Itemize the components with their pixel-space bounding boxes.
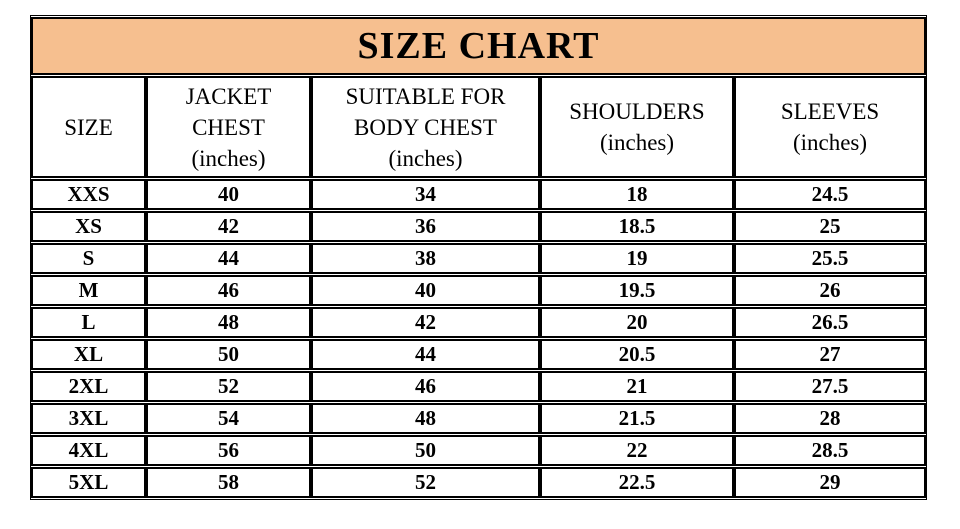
table-row: XS 42 36 18.5 25: [31, 211, 927, 242]
table-row: XXS 40 34 18 24.5: [31, 179, 927, 210]
measurement-cell: 21.5: [540, 403, 734, 434]
table-row: S 44 38 19 25.5: [31, 243, 927, 274]
measurement-cell: 24.5: [734, 179, 927, 210]
measurement-cell: 26: [734, 275, 927, 306]
column-header: SLEEVES (inches): [734, 76, 927, 178]
size-label-cell: XL: [31, 339, 146, 370]
measurement-cell: 44: [146, 243, 311, 274]
measurement-cell: 52: [146, 371, 311, 402]
title-row: SIZE CHART: [31, 17, 927, 75]
measurement-cell: 50: [311, 435, 540, 466]
table-row: 2XL 52 46 21 27.5: [31, 371, 927, 402]
column-header: SUITABLE FOR BODY CHEST (inches): [311, 76, 540, 178]
measurement-cell: 22.5: [540, 467, 734, 498]
measurement-cell: 27.5: [734, 371, 927, 402]
measurement-cell: 36: [311, 211, 540, 242]
size-label-cell: L: [31, 307, 146, 338]
size-label-cell: 3XL: [31, 403, 146, 434]
measurement-cell: 28: [734, 403, 927, 434]
column-header: JACKET CHEST (inches): [146, 76, 311, 178]
measurement-cell: 52: [311, 467, 540, 498]
table-row: 4XL 56 50 22 28.5: [31, 435, 927, 466]
table-row: M 46 40 19.5 26: [31, 275, 927, 306]
measurement-cell: 44: [311, 339, 540, 370]
measurement-cell: 50: [146, 339, 311, 370]
measurement-cell: 46: [146, 275, 311, 306]
measurement-cell: 38: [311, 243, 540, 274]
measurement-cell: 25: [734, 211, 927, 242]
measurement-cell: 20: [540, 307, 734, 338]
measurement-cell: 56: [146, 435, 311, 466]
size-label-cell: 5XL: [31, 467, 146, 498]
measurement-cell: 48: [146, 307, 311, 338]
measurement-cell: 27: [734, 339, 927, 370]
chart-title: SIZE CHART: [31, 17, 927, 75]
measurement-cell: 58: [146, 467, 311, 498]
measurement-cell: 34: [311, 179, 540, 210]
page: SIZE CHART SIZE JACKET CHEST (inches) SUIT…: [30, 15, 928, 500]
table-row: L 48 42 20 26.5: [31, 307, 927, 338]
measurement-cell: 40: [146, 179, 311, 210]
size-label-cell: M: [31, 275, 146, 306]
measurement-cell: 20.5: [540, 339, 734, 370]
column-header: SHOULDERS (inches): [540, 76, 734, 178]
measurement-cell: 42: [146, 211, 311, 242]
measurement-cell: 42: [311, 307, 540, 338]
measurement-cell: 19: [540, 243, 734, 274]
table-row: 3XL 54 48 21.5 28: [31, 403, 927, 434]
size-label-cell: 4XL: [31, 435, 146, 466]
measurement-cell: 22: [540, 435, 734, 466]
measurement-cell: 28.5: [734, 435, 927, 466]
measurement-cell: 54: [146, 403, 311, 434]
measurement-cell: 46: [311, 371, 540, 402]
measurement-cell: 25.5: [734, 243, 927, 274]
table-row: XL 50 44 20.5 27: [31, 339, 927, 370]
measurement-cell: 21: [540, 371, 734, 402]
measurement-cell: 29: [734, 467, 927, 498]
size-chart-table: SIZE CHART SIZE JACKET CHEST (inches) SUIT…: [30, 15, 928, 500]
measurement-cell: 18.5: [540, 211, 734, 242]
measurement-cell: 26.5: [734, 307, 927, 338]
measurement-cell: 48: [311, 403, 540, 434]
size-label-cell: 2XL: [31, 371, 146, 402]
header-row: SIZE JACKET CHEST (inches) SUITABLE FOR BO…: [31, 76, 927, 178]
measurement-cell: 18: [540, 179, 734, 210]
table-row: 5XL 58 52 22.5 29: [31, 467, 927, 498]
size-label-cell: S: [31, 243, 146, 274]
column-header: SIZE: [31, 76, 146, 178]
size-label-cell: XXS: [31, 179, 146, 210]
table-body: XXS 40 34 18 24.5 XS 42 36 18.5 25 S 44 38 19 25.5 M 46 4…: [31, 179, 927, 498]
size-label-cell: XS: [31, 211, 146, 242]
measurement-cell: 19.5: [540, 275, 734, 306]
measurement-cell: 40: [311, 275, 540, 306]
